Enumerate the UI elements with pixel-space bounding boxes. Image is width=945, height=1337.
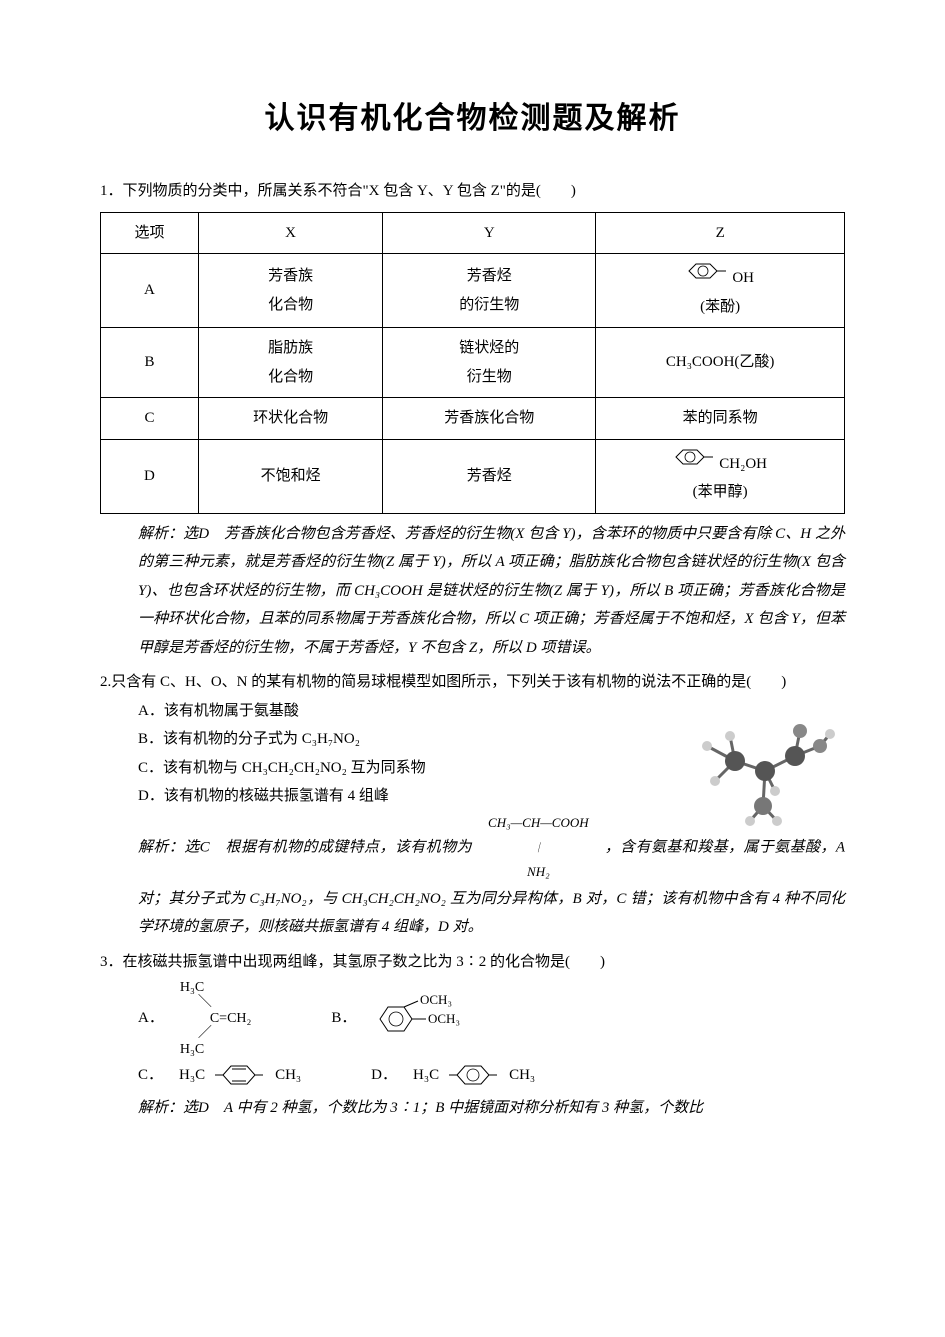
x-line1: 芳香族 [268,268,313,284]
header-x: X [198,212,382,254]
cell-y: 芳香烃的衍生物 [383,254,596,328]
cell-y: 链状烃的衍生物 [383,328,596,398]
q2-text: 2.只含有 C、H、O、N 的某有机物的简易球棍模型如图所示，下列关于该有机物的… [100,668,845,697]
struct-top: CH₃—CH—COOH [488,815,589,830]
d-right: CH₃ [509,1061,535,1090]
q2-analysis-prefix: 解析：选C 根据有机物的成键特点，该有机物为 [138,839,472,855]
isobutylene-structure: H₃C ＼ C=CH₂ ／ H₃C [180,980,252,1057]
b-sub1: OCH₃ [420,992,452,1007]
c-left: H₃C [179,1061,205,1090]
question-2: 2.只含有 C、H、O、N 的某有机物的简易球棍模型如图所示，下列关于该有机物的… [100,668,845,942]
cell-y: 芳香烃 [383,439,596,513]
z-label: (苯酚) [700,299,740,315]
cell-opt: D [101,439,199,513]
cell-z: CH₂OH (苯甲醇) [596,439,845,513]
cell-opt: B [101,328,199,398]
para-xylene-structure [449,1061,499,1089]
x-line2: 化合物 [268,369,313,385]
table-row: B 脂肪族化合物 链状烃的衍生物 CH₃COOH(乙酸) [101,328,845,398]
y-line1: 链状烃的 [459,340,519,356]
header-z: Z [596,212,845,254]
q3-opt-a-label: A． [138,1004,164,1033]
cell-z: CH₃COOH(乙酸) [596,328,845,398]
y-line2: 衍生物 [467,369,512,385]
q3-text: 3．在核磁共振氢谱中出现两组峰，其氢原子数之比为 3∶2 的化合物是( ) [100,948,845,977]
x-line2: 化合物 [268,297,313,313]
cell-x: 不饱和烃 [198,439,382,513]
table-row: C 环状化合物 芳香族化合物 苯的同系物 [101,398,845,440]
z-group: OH [732,270,754,286]
q2-number: 2. [100,674,111,690]
page-title: 认识有机化合物检测题及解析 [100,90,845,147]
a-bot: H₃C [180,1042,204,1057]
b-sub2: OCH₃ [428,1011,460,1026]
y-line2: 的衍生物 [459,297,519,313]
q3-opt-row-1: A． H₃C ＼ C=CH₂ ／ H₃C B． OCH₃ OCH₃ [100,980,845,1057]
q1-table: 选项 X Y Z A 芳香族化合物 芳香烃的衍生物 OH (苯酚) B 脂肪族化… [100,212,845,514]
benzene-icon [686,260,732,282]
cell-opt: A [101,254,199,328]
a-mid: C=CH₂ [180,1011,252,1026]
cell-z: 苯的同系物 [596,398,845,440]
cyclohexadiene-structure [215,1061,265,1089]
header-opt: 选项 [101,212,199,254]
question-1: 1．下列物质的分类中，所属关系不符合"X 包含 Y、Y 包含 Z"的是( ) 选… [100,177,845,662]
cell-x: 脂肪族化合物 [198,328,382,398]
q3-opt-c-label: C． [138,1061,163,1090]
cell-z: OH (苯酚) [596,254,845,328]
q3-opt-b-label: B． [331,1004,356,1033]
molecule-model-icon [685,716,835,826]
dimethoxybenzene-structure: OCH₃ OCH₃ [372,991,482,1046]
q3-opt-d-label: D． [371,1061,397,1090]
c-right: CH₃ [275,1061,301,1090]
q2-stem: 只含有 C、H、O、N 的某有机物的简易球棍模型如图所示，下列关于该有机物的说法… [111,674,786,690]
alanine-structure: CH₃—CH—COOH ｜ NH₂ [488,811,589,885]
benzene-icon [673,446,719,468]
header-y: Y [383,212,596,254]
q1-analysis: 解析：选D 芳香族化合物包含芳香烃、芳香烃的衍生物(X 包含 Y)，含苯环的物质… [100,520,845,663]
q2-analysis: 解析：选C 根据有机物的成键特点，该有机物为 CH₃—CH—COOH ｜ NH₂… [100,811,845,942]
y-line1: 芳香烃 [467,268,512,284]
question-3: 3．在核磁共振氢谱中出现两组峰，其氢原子数之比为 3∶2 的化合物是( ) A．… [100,948,845,1122]
a-top: H₃C [180,980,204,995]
q3-stem: 在核磁共振氢谱中出现两组峰，其氢原子数之比为 3∶2 的化合物是( ) [123,954,606,970]
q1-stem: 下列物质的分类中，所属关系不符合"X 包含 Y、Y 包含 Z"的是( ) [123,183,576,199]
x-line1: 脂肪族 [268,340,313,356]
q1-text: 1．下列物质的分类中，所属关系不符合"X 包含 Y、Y 包含 Z"的是( ) [100,177,845,206]
table-row: A 芳香族化合物 芳香烃的衍生物 OH (苯酚) [101,254,845,328]
z-group: CH₂OH [719,456,767,472]
z-label: (苯甲醇) [693,484,748,500]
d-left: H₃C [413,1061,439,1090]
struct-bot: NH₂ [527,864,550,879]
table-header-row: 选项 X Y Z [101,212,845,254]
q1-number: 1． [100,183,123,199]
q3-number: 3． [100,954,123,970]
q3-analysis: 解析：选D A 中有 2 种氢，个数比为 3∶1；B 中据镜面对称分析知有 3 … [100,1094,845,1123]
q3-opt-row-2: C． H₃C CH₃ D． H₃C CH₃ [100,1061,845,1090]
cell-opt: C [101,398,199,440]
cell-x: 环状化合物 [198,398,382,440]
table-row: D 不饱和烃 芳香烃 CH₂OH (苯甲醇) [101,439,845,513]
cell-x: 芳香族化合物 [198,254,382,328]
cell-y: 芳香族化合物 [383,398,596,440]
